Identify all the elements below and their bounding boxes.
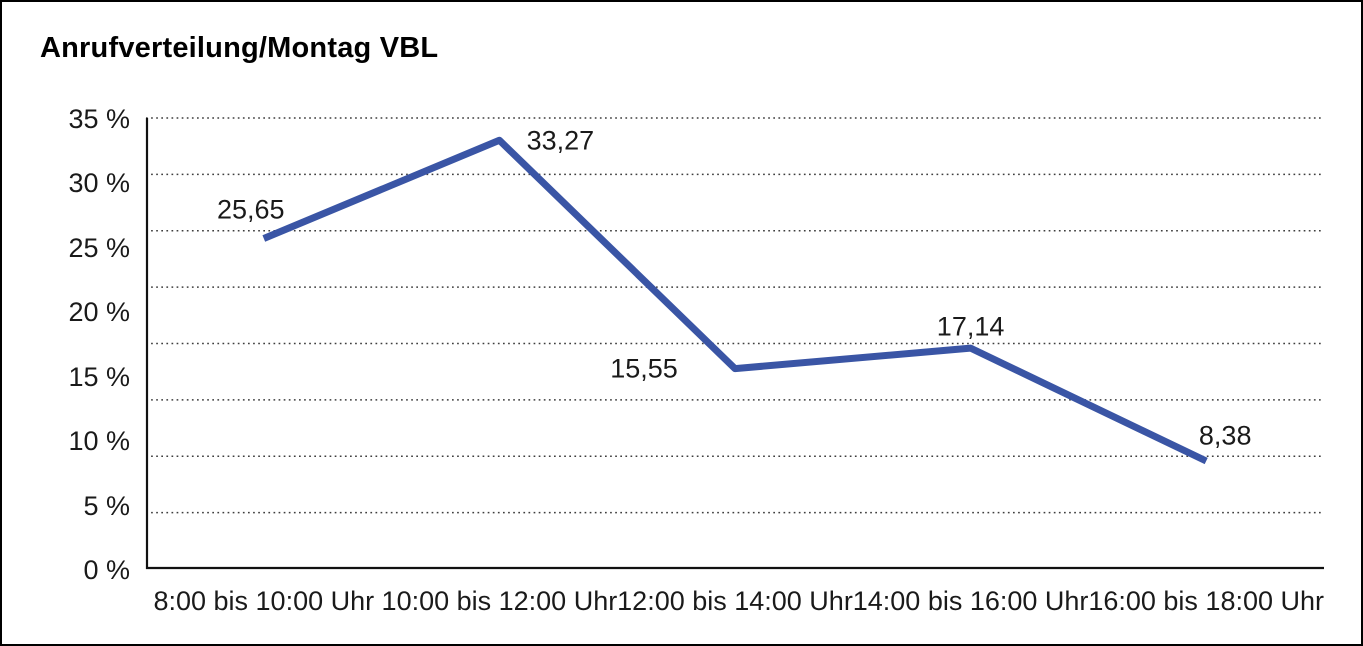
y-axis-tick-label: 20 % — [68, 297, 130, 328]
data-point-label: 25,65 — [217, 194, 285, 225]
y-axis-tick-label: 25 % — [68, 232, 130, 263]
x-axis-category-label: 8:00 bis 10:00 Uhr — [153, 586, 375, 616]
chart-title: Anrufverteilung/Montag VBL — [40, 32, 439, 64]
x-axis-category-label: 10:00 bis 12:00 Uhr — [381, 586, 618, 616]
y-axis-tick-label: 15 % — [68, 361, 130, 392]
data-point-label: 8,38 — [1198, 420, 1252, 451]
y-axis-tick-label: 5 % — [83, 490, 130, 521]
line-series — [262, 136, 1208, 465]
data-point-label: 33,27 — [526, 125, 595, 156]
x-axis-category-label: 14:00 bis 16:00 Uhr — [852, 586, 1089, 616]
x-axis-category-label: 12:00 bis 14:00 Uhr — [617, 586, 853, 616]
y-axis-tick-label: 30 % — [68, 168, 130, 199]
x-axis-category-label: 16:00 bis 18:00 Uhr — [1088, 586, 1325, 616]
data-point-label: 15,55 — [610, 353, 678, 384]
data-point-label: 17,14 — [936, 311, 1005, 342]
y-axis-tick-label: 35 % — [68, 104, 130, 134]
y-axis-tick-label: 0 % — [83, 555, 130, 585]
plot-area — [145, 117, 1324, 570]
y-axis-tick-label: 10 % — [68, 426, 130, 457]
